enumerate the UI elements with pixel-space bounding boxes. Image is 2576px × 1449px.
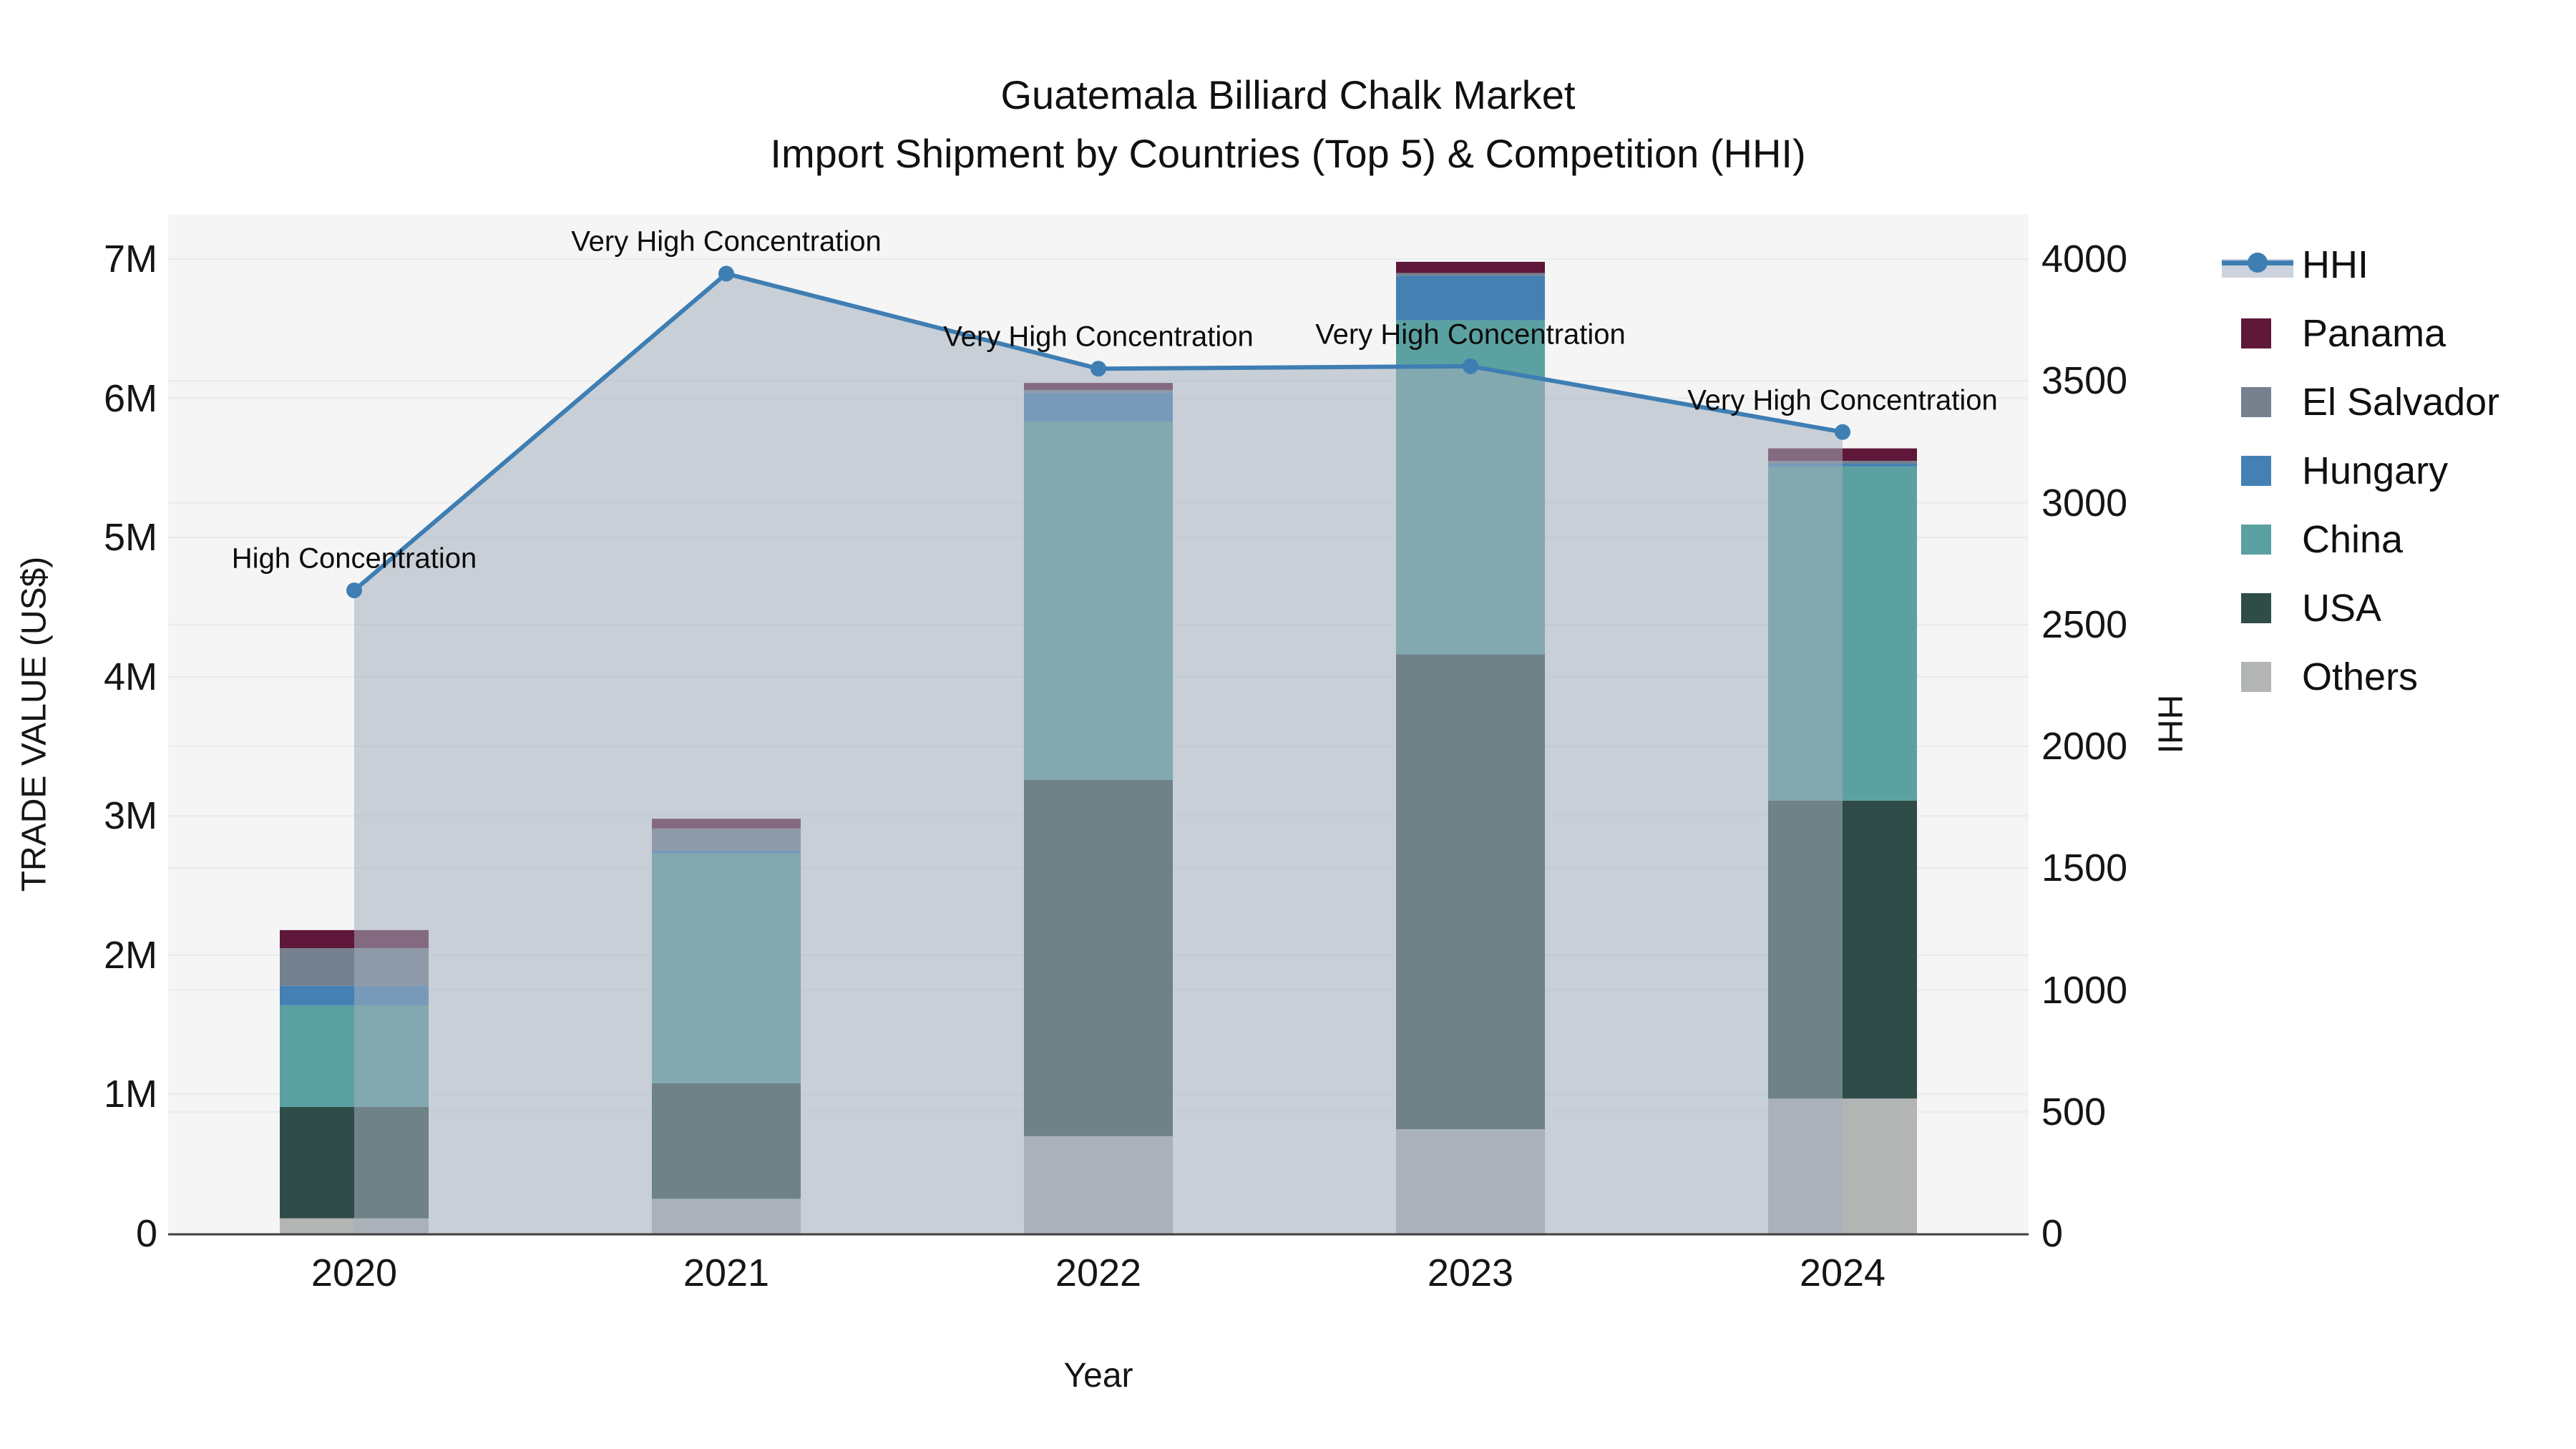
legend-swatch-el-salvador (2241, 387, 2271, 417)
hhi-marker-2022 (1091, 361, 1106, 377)
y-left-tick-7M: 7M (103, 238, 157, 280)
annotation-2020: High Concentration (231, 542, 477, 575)
annotation-2023: Very High Concentration (1315, 318, 1626, 351)
chart-title: Guatemala Billiard Chalk Market (1000, 72, 1576, 117)
hhi-marker-2020 (346, 582, 362, 599)
y-left-tick-4M: 4M (103, 655, 157, 698)
legend-item-china[interactable]: China (2222, 505, 2551, 574)
legend-swatch-panama (2241, 318, 2271, 348)
legend-swatch-usa (2241, 593, 2271, 623)
bar-segment-el-salvador-2023 (1396, 273, 1545, 276)
x-axis-title: Year (1063, 1357, 1133, 1395)
legend-item-hhi[interactable]: HHI (2222, 230, 2551, 299)
y-left-axis-title: TRADE VALUE (US$) (15, 556, 54, 892)
legend-label: Others (2302, 655, 2419, 698)
y-right-tick-2500: 2500 (2041, 602, 2128, 646)
hhi-marker-2024 (1835, 424, 1850, 440)
legend-swatch-others (2241, 662, 2271, 692)
y-right-tick-3000: 3000 (2041, 481, 2128, 525)
legend-item-others[interactable]: Others (2222, 643, 2551, 711)
y-right-tick-2000: 2000 (2041, 725, 2128, 768)
x-tick-2021: 2021 (683, 1252, 770, 1294)
annotation-2021: Very High Concentration (571, 225, 882, 258)
x-tick-2022: 2022 (1055, 1252, 1142, 1294)
legend-label: USA (2302, 587, 2382, 630)
legend-swatch-china (2241, 525, 2271, 555)
annotation-2022: Very High Concentration (943, 321, 1254, 353)
legend-swatch-hungary (2241, 456, 2271, 486)
annotation-2024: Very High Concentration (1687, 384, 1998, 416)
legend-label: China (2302, 518, 2404, 561)
y-left-tick-2M: 2M (103, 933, 157, 977)
x-tick-2020: 2020 (311, 1252, 398, 1294)
hhi-area (354, 273, 1843, 1234)
x-tick-2024: 2024 (1799, 1252, 1886, 1294)
y-right-tick-3500: 3500 (2041, 359, 2128, 403)
hhi-legend-sample-icon (2222, 249, 2293, 280)
hhi-marker-2023 (1463, 358, 1478, 374)
bar-segment-panama-2023 (1396, 261, 1545, 273)
y-left-tick-5M: 5M (103, 516, 157, 560)
y-right-tick-500: 500 (2041, 1090, 2107, 1133)
x-tick-2023: 2023 (1427, 1252, 1514, 1294)
y-right-tick-1000: 1000 (2041, 968, 2128, 1012)
bar-segment-hungary-2023 (1396, 275, 1545, 321)
y-left-tick-1M: 1M (103, 1073, 157, 1116)
legend-item-panama[interactable]: Panama (2222, 299, 2551, 368)
legend-label: El Salvador (2302, 381, 2500, 424)
legend-label: Panama (2302, 312, 2446, 355)
y-right-axis-title: HHI (2150, 694, 2189, 754)
legend-item-el-salvador[interactable]: El Salvador (2222, 368, 2551, 436)
y-right-tick-4000: 4000 (2041, 238, 2128, 280)
y-left-tick-0: 0 (135, 1212, 157, 1255)
hhi-marker-2021 (718, 265, 734, 282)
legend-item-usa[interactable]: USA (2222, 574, 2551, 643)
legend-item-hungary[interactable]: Hungary (2222, 436, 2551, 505)
y-left-tick-3M: 3M (103, 794, 157, 838)
legend-label: Hungary (2302, 449, 2449, 492)
y-right-tick-0: 0 (2041, 1212, 2064, 1255)
y-left-tick-6M: 6M (103, 376, 157, 420)
y-right-tick-1500: 1500 (2041, 847, 2128, 890)
legend-label: HHI (2302, 243, 2368, 286)
chart-subtitle: Import Shipment by Countries (Top 5) & C… (770, 131, 1806, 176)
